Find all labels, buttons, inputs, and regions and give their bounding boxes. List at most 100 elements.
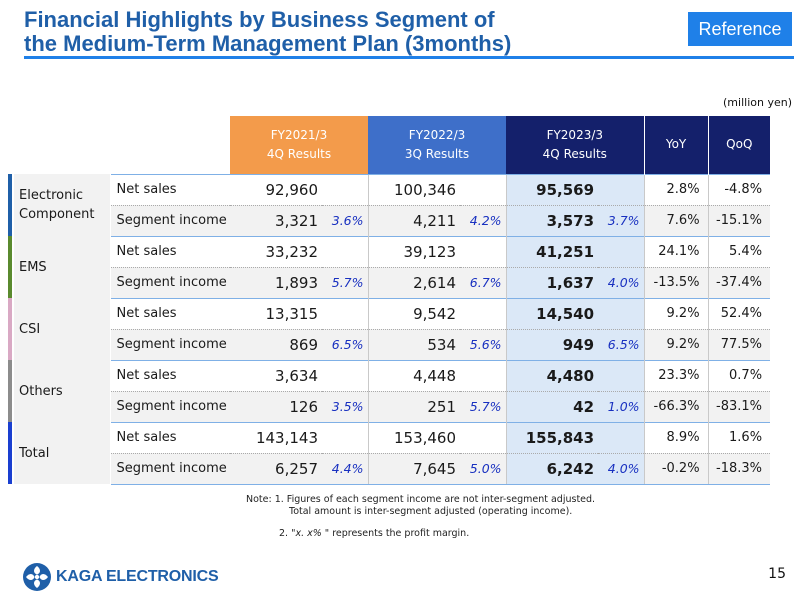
fy2023-value: 6,242 (505, 452, 599, 485)
row-item-label: Net sales (110, 235, 230, 267)
fy2022-margin (460, 359, 507, 391)
fy2021-value: 3,321 (230, 204, 322, 236)
table-row: Others Net sales 3,634 4,448 4,480 23.3% 0.7% (8, 359, 771, 422)
fy2022-value: 251 (367, 390, 461, 422)
fy2022-margin (460, 173, 507, 205)
segment-color-strip (8, 422, 12, 484)
row-item-label: Segment income (110, 204, 230, 236)
row-item-label: Segment income (110, 328, 230, 360)
segment-color-bar (8, 360, 14, 422)
fy2023-value: 3,573 (505, 204, 599, 236)
fy2021-margin (322, 421, 369, 453)
segment-color-bar (8, 422, 14, 484)
qoq-change: 52.4% (707, 297, 771, 329)
segment-name: CSI (14, 298, 111, 360)
fy2021-margin: 3.5% (322, 390, 369, 422)
fy2022-value: 153,460 (367, 421, 461, 453)
yoy-change: 9.2% (643, 297, 709, 329)
row-item-label: Segment income (110, 390, 230, 422)
fy2022-margin: 6.7% (460, 266, 507, 298)
table-body: Electronic Component Net sales 92,960 100,3… (8, 173, 771, 485)
fy2021-margin: 3.6% (322, 204, 369, 236)
qoq-change: -37.4% (707, 266, 771, 298)
segment-name: Total (14, 422, 111, 484)
header-fy2021-year: FY2021/3 (270, 127, 328, 142)
fy2021-margin: 4.4% (322, 452, 369, 485)
fy2022-value: 9,542 (367, 297, 461, 329)
fy2021-value: 6,257 (230, 452, 322, 485)
header-fy2023-year: FY2023/3 (546, 127, 604, 142)
fy2023-value: 4,480 (505, 359, 599, 391)
fy2023-margin (598, 235, 645, 267)
fy2022-value: 7,645 (367, 452, 461, 485)
header-fy2023: FY2023/3 4Q Results (506, 116, 645, 174)
page-number: 15 (768, 566, 786, 582)
segment-color-bar (8, 174, 14, 236)
fy2023-margin: 4.0% (598, 452, 645, 485)
table-row: EMS Net sales 33,232 39,123 41,251 24.1% 5.4% (8, 235, 771, 298)
fy2022-value: 4,211 (367, 204, 461, 236)
header-fy2021: FY2021/3 4Q Results (230, 116, 369, 174)
footnotes: Note: 1. Figures of each segment income … (246, 494, 595, 540)
page-title: Financial Highlights by Business Segment… (24, 8, 664, 56)
segment-color-strip (8, 298, 12, 360)
fy2023-margin (598, 421, 645, 453)
segment-color-strip (8, 174, 12, 236)
note-2-prefix: 2. " (279, 528, 296, 539)
qoq-change: -15.1% (707, 204, 771, 236)
fy2023-value: 155,843 (505, 421, 599, 453)
fy2023-margin: 1.0% (598, 390, 645, 422)
kaga-logo-icon (23, 563, 51, 591)
fy2023-margin (598, 173, 645, 205)
row-item-label: Segment income (110, 266, 230, 298)
header-yoy: YoY (644, 116, 709, 174)
qoq-change: 1.6% (707, 421, 771, 453)
yoy-change: 2.8% (643, 173, 709, 205)
header-fy2022-year: FY2022/3 (408, 127, 466, 142)
table-row: Segment income 1,893 5.7% 2,614 6.7% 1,637 4.0… (8, 266, 771, 298)
qoq-change: 77.5% (707, 328, 771, 360)
note-1-continued: Total amount is inter-segment adjusted (… (289, 506, 573, 517)
segment-color-strip (8, 236, 12, 298)
fy2023-value: 41,251 (505, 235, 599, 267)
logo-text: KAGA ELECTRONICS (56, 568, 219, 585)
fy2023-margin: 4.0% (598, 266, 645, 298)
segment-color-bar (8, 298, 14, 360)
reference-badge: Reference (688, 12, 792, 46)
fy2022-margin (460, 235, 507, 267)
fy2021-value: 3,634 (230, 359, 322, 391)
table-row: Segment income 869 6.5% 534 5.6% 949 6.5% 9.2% 7… (8, 328, 771, 360)
fy2021-value: 13,315 (230, 297, 322, 329)
segment-name: Electronic Component (14, 174, 111, 236)
fy2023-value: 42 (505, 390, 599, 422)
fy2021-value: 143,143 (230, 421, 322, 453)
table-row: CSI Net sales 13,315 9,542 14,540 9.2% 52.4% (8, 297, 771, 360)
title-line-2: the Medium-Term Management Plan (3months… (24, 31, 512, 56)
table-header-row: FY2021/3 4Q Results FY2022/3 3Q Results … (8, 116, 771, 174)
header-qoq: QoQ (708, 116, 771, 174)
fy2023-margin: 6.5% (598, 328, 645, 360)
qoq-change: -83.1% (707, 390, 771, 422)
fy2022-margin (460, 421, 507, 453)
header-blank (8, 116, 230, 174)
title-line-1: Financial Highlights by Business Segment… (24, 7, 495, 32)
fy2021-value: 33,232 (230, 235, 322, 267)
fy2023-margin (598, 297, 645, 329)
fy2021-margin (322, 173, 369, 205)
segment-color-bar (8, 236, 14, 298)
qoq-change: 0.7% (707, 359, 771, 391)
table-row: Total Net sales 143,143 153,460 155,843 8.9% 1… (8, 421, 771, 484)
yoy-change: 9.2% (643, 328, 709, 360)
fy2022-margin: 5.7% (460, 390, 507, 422)
row-item-label: Segment income (110, 452, 230, 485)
fy2021-value: 92,960 (230, 173, 322, 205)
fy2022-margin (460, 297, 507, 329)
yoy-change: 7.6% (643, 204, 709, 236)
header-fy2021-period: 4Q Results (266, 146, 332, 161)
fy2022-margin: 5.6% (460, 328, 507, 360)
header-fy2023-period: 4Q Results (542, 146, 607, 161)
segment-name: EMS (14, 236, 111, 298)
note-2-suffix: " represents the profit margin. (321, 528, 470, 539)
fy2021-margin (322, 235, 369, 267)
yoy-change: 23.3% (643, 359, 709, 391)
